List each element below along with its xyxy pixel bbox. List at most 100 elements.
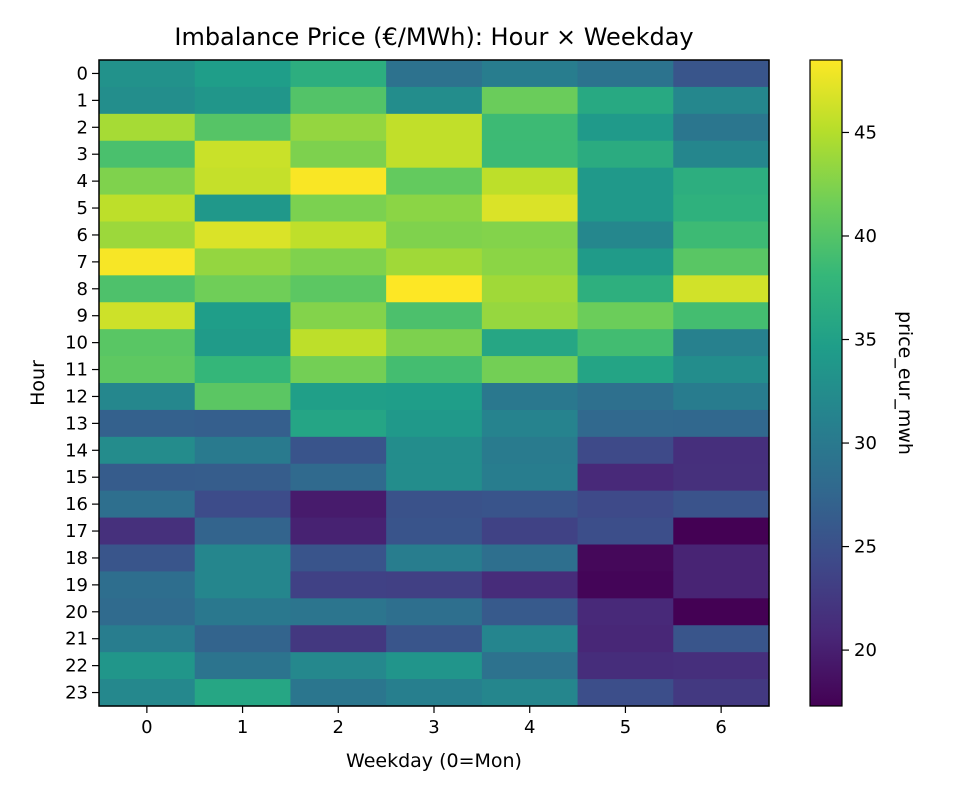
heatmap-cell bbox=[194, 409, 292, 438]
heatmap-cell bbox=[290, 625, 387, 653]
x-axis: 0 1 2 3 4 5 6 bbox=[141, 706, 727, 738]
x-tick-label: 0 bbox=[141, 717, 152, 738]
heatmap-cell bbox=[481, 167, 579, 196]
y-tick-label: 21 bbox=[65, 629, 88, 650]
heatmap-cell bbox=[577, 248, 674, 276]
heatmap-cell bbox=[290, 383, 387, 411]
x-axis-label: Weekday (0=Mon) bbox=[346, 750, 522, 772]
heatmap-cell bbox=[386, 167, 483, 196]
heatmap-cell bbox=[673, 544, 770, 573]
heatmap-cell bbox=[673, 302, 770, 330]
heatmap-cell bbox=[386, 463, 483, 492]
heatmap-cell bbox=[673, 248, 770, 276]
heatmap-cell bbox=[99, 194, 196, 223]
y-tick-label: 20 bbox=[65, 602, 88, 623]
heatmap-cell bbox=[99, 60, 196, 88]
y-tick-label: 22 bbox=[65, 656, 88, 677]
y-tick-label: 23 bbox=[65, 683, 88, 704]
heatmap-cell bbox=[386, 571, 483, 599]
heatmap-cell bbox=[99, 652, 196, 680]
colorbar-tick-label: 45 bbox=[854, 122, 877, 143]
heatmap-cell bbox=[481, 463, 579, 492]
heatmap-cell bbox=[673, 60, 770, 88]
y-tick-label: 13 bbox=[65, 413, 88, 434]
heatmap-cell bbox=[577, 598, 674, 626]
heatmap-cell bbox=[577, 194, 674, 223]
heatmap-cell bbox=[194, 625, 292, 653]
heatmap-cell bbox=[577, 167, 674, 196]
heatmap-cell bbox=[194, 383, 292, 411]
heatmap-cell bbox=[99, 409, 196, 438]
y-tick-label: 7 bbox=[77, 252, 88, 273]
heatmap-cell bbox=[673, 383, 770, 411]
y-tick-label: 10 bbox=[65, 333, 88, 354]
heatmap-cell bbox=[290, 436, 387, 465]
heatmap-cell bbox=[386, 625, 483, 653]
heatmap-cell bbox=[577, 329, 674, 357]
heatmap-cell bbox=[386, 86, 483, 115]
heatmap-cell bbox=[673, 598, 770, 626]
chart-title: Imbalance Price (€/MWh): Hour × Weekday bbox=[174, 23, 693, 51]
heatmap-cell bbox=[481, 275, 579, 303]
heatmap-cell bbox=[673, 194, 770, 223]
heatmap-cell bbox=[481, 140, 579, 169]
heatmap-cell bbox=[481, 544, 579, 573]
heatmap-cell bbox=[290, 517, 387, 546]
heatmap-cell bbox=[673, 436, 770, 465]
heatmap-cell bbox=[386, 544, 483, 573]
heatmap-cell bbox=[673, 221, 770, 250]
heatmap-cell bbox=[194, 436, 292, 465]
heatmap-cell bbox=[481, 409, 579, 438]
heatmap-cell bbox=[99, 625, 196, 653]
heatmap-cell bbox=[99, 383, 196, 411]
heatmap-cell bbox=[194, 329, 292, 357]
heatmap-cell bbox=[386, 221, 483, 250]
heatmap-cell bbox=[386, 194, 483, 223]
heatmap-cell bbox=[290, 302, 387, 330]
heatmap-cell bbox=[673, 625, 770, 653]
y-tick-label: 0 bbox=[77, 63, 88, 84]
heatmap-cell bbox=[99, 167, 196, 196]
heatmap-cell bbox=[481, 383, 579, 411]
colorbar-tick-label: 25 bbox=[854, 537, 877, 558]
heatmap-cell bbox=[386, 409, 483, 438]
heatmap-cell bbox=[99, 679, 196, 707]
x-tick-label: 5 bbox=[620, 717, 631, 738]
y-tick-label: 14 bbox=[65, 440, 88, 461]
heatmap-cell bbox=[577, 571, 674, 599]
y-tick-label: 19 bbox=[65, 575, 88, 596]
y-tick-label: 18 bbox=[65, 548, 88, 569]
heatmap-cell bbox=[481, 194, 579, 223]
heatmap-cell bbox=[673, 652, 770, 680]
y-tick-label: 8 bbox=[77, 279, 88, 300]
y-tick-label: 16 bbox=[65, 494, 88, 515]
heatmap-cell bbox=[99, 463, 196, 492]
heatmap-cell bbox=[481, 598, 579, 626]
heatmap-cell bbox=[194, 463, 292, 492]
heatmap-cell bbox=[99, 248, 196, 276]
heatmap-cell bbox=[577, 60, 674, 88]
heatmap-cell bbox=[99, 275, 196, 303]
heatmap-cell bbox=[673, 356, 770, 384]
x-tick-label: 1 bbox=[237, 717, 248, 738]
y-tick-label: 6 bbox=[77, 225, 88, 246]
heatmap-cells bbox=[99, 60, 770, 707]
y-axis-label: Hour bbox=[27, 360, 49, 406]
heatmap-cell bbox=[673, 86, 770, 115]
heatmap-cell bbox=[194, 86, 292, 115]
heatmap-cell bbox=[481, 436, 579, 465]
heatmap-cell bbox=[290, 60, 387, 88]
heatmap-cell bbox=[386, 140, 483, 169]
heatmap-cell bbox=[194, 60, 292, 88]
heatmap-cell bbox=[194, 275, 292, 303]
heatmap-cell bbox=[194, 571, 292, 599]
heatmap-cell bbox=[386, 652, 483, 680]
heatmap-cell bbox=[386, 517, 483, 546]
heatmap-cell bbox=[673, 329, 770, 357]
heatmap-cell bbox=[673, 167, 770, 196]
heatmap-cell bbox=[577, 652, 674, 680]
x-tick-label: 2 bbox=[333, 717, 344, 738]
y-tick-label: 11 bbox=[65, 360, 88, 381]
heatmap-cell bbox=[577, 625, 674, 653]
x-tick-label: 6 bbox=[715, 717, 726, 738]
